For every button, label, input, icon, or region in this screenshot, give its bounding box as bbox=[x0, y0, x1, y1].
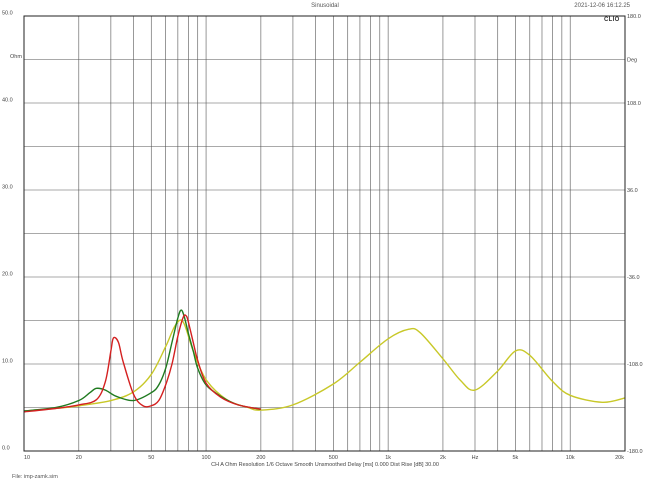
timestamp: 2021-12-06 16:12.25 bbox=[574, 3, 630, 9]
x-tick-label: 20 bbox=[76, 455, 82, 461]
clio-logo: CLIO bbox=[604, 17, 620, 23]
plot-frame bbox=[23, 15, 626, 452]
y-tick-label: 50.0 bbox=[2, 11, 13, 17]
y2-tick-label: -36.0 bbox=[627, 275, 640, 281]
x-tick-label: 20k bbox=[615, 455, 624, 461]
y2-unit-label: Deg bbox=[627, 58, 637, 64]
info-line: CH A Ohm Resolution 1/6 Octave Smooth Un… bbox=[211, 462, 439, 468]
y-tick-label: 0.0 bbox=[2, 446, 10, 452]
x-tick-label: 2k bbox=[440, 455, 446, 461]
chart-title: Sinusoidal bbox=[311, 3, 339, 9]
x-tick-label: 50 bbox=[148, 455, 154, 461]
axis-labels: 10 20 50 100 200 500 1k 2k 5k 10k 20k Hz 0.0 10.0 20.0… bbox=[2, 11, 643, 469]
x-unit-label: Hz bbox=[472, 455, 479, 461]
x-tick-label: 200 bbox=[256, 455, 265, 461]
series-line-0 bbox=[23, 319, 626, 412]
y-tick-label: 20.0 bbox=[2, 272, 13, 278]
y2-tick-label: 108.0 bbox=[627, 101, 641, 107]
series-line-1 bbox=[23, 309, 262, 412]
y-tick-label: 30.0 bbox=[2, 185, 13, 191]
y2-tick-label: -108.0 bbox=[627, 362, 643, 368]
x-tick-label: 10 bbox=[24, 455, 30, 461]
series-line-2 bbox=[23, 314, 262, 413]
x-tick-label: 1k bbox=[385, 455, 391, 461]
x-tick-label: 5k bbox=[512, 455, 518, 461]
series-layer bbox=[23, 309, 626, 413]
file-label: File: imp-zamk.sim bbox=[12, 474, 58, 480]
y-tick-label: 10.0 bbox=[2, 359, 13, 365]
x-tick-label: 100 bbox=[201, 455, 210, 461]
y-tick-label: 40.0 bbox=[2, 98, 13, 104]
y-unit-label: Ohm bbox=[10, 54, 22, 60]
x-tick-label: 10k bbox=[566, 455, 575, 461]
y2-tick-label: 36.0 bbox=[627, 188, 638, 194]
y2-tick-label: 180.0 bbox=[627, 14, 641, 20]
grid bbox=[24, 16, 625, 451]
x-tick-label: 500 bbox=[329, 455, 338, 461]
y2-tick-label: -180.0 bbox=[627, 449, 643, 455]
